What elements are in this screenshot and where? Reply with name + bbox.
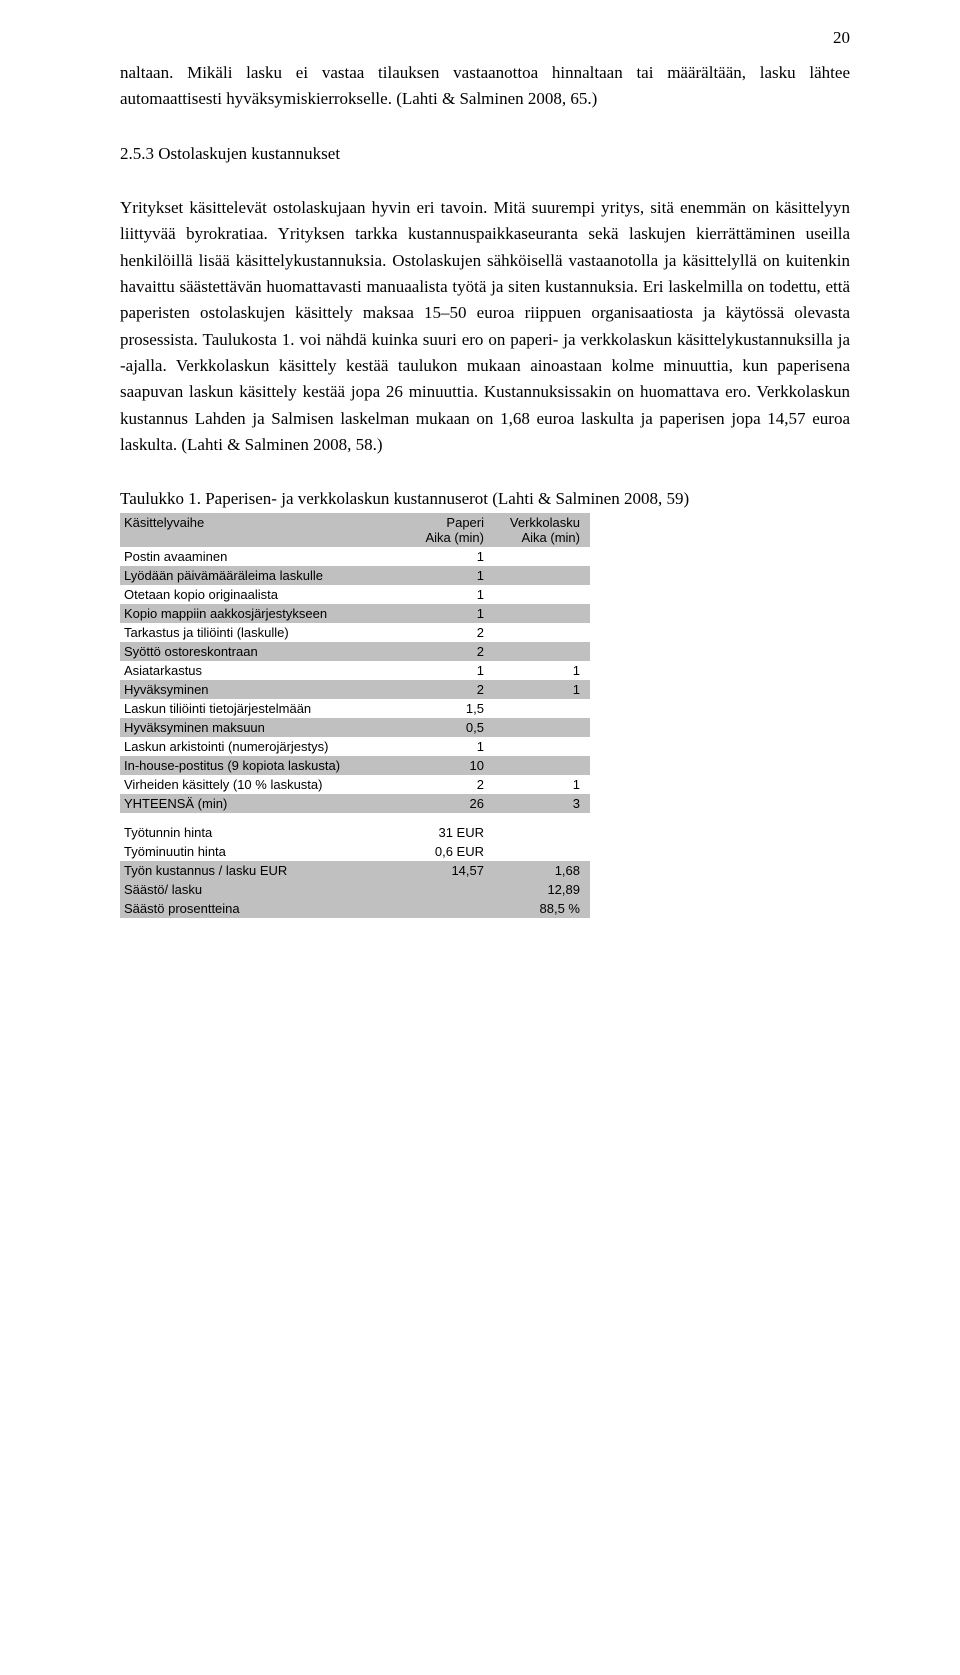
table-row: Työminuutin hinta0,6 EUR	[120, 842, 590, 861]
table-row: Säästö prosentteina 88,5 %	[120, 899, 590, 918]
table-row: Postin avaaminen1	[120, 547, 590, 566]
cell-einvoice	[490, 718, 590, 737]
cell-paper: 0,5	[380, 718, 490, 737]
cell-einvoice	[490, 756, 590, 775]
paragraph-main: Yritykset käsittelevät ostolaskujaan hyv…	[120, 195, 850, 458]
cell-einvoice	[490, 566, 590, 585]
table-row: Lyödään päivämääräleima laskulle1	[120, 566, 590, 585]
cost-table: Käsittelyvaihe Paperi Verkkolasku Aika (…	[120, 513, 590, 918]
header-stage: Käsittelyvaihe	[120, 513, 380, 530]
cell-label: Postin avaaminen	[120, 547, 380, 566]
header-paper-unit: Aika (min)	[380, 530, 490, 547]
cell-label: Työtunnin hinta	[120, 823, 380, 842]
cell-paper: 1	[380, 547, 490, 566]
cell-label: YHTEENSÄ (min)	[120, 794, 380, 813]
cell-paper: 1	[380, 566, 490, 585]
cell-label: Laskun tiliöinti tietojärjestelmään	[120, 699, 380, 718]
table-row: Asiatarkastus11	[120, 661, 590, 680]
table-header-row2: Aika (min) Aika (min)	[120, 530, 590, 547]
table-row: Työn kustannus / lasku EUR14,571,68	[120, 861, 590, 880]
cell-einvoice	[490, 623, 590, 642]
cell-paper: 26	[380, 794, 490, 813]
cell-einvoice: 3	[490, 794, 590, 813]
cell-label: Laskun arkistointi (numerojärjestys)	[120, 737, 380, 756]
cell-einvoice	[490, 585, 590, 604]
cell-paper: 2	[380, 623, 490, 642]
table-row: Syöttö ostoreskontraan2	[120, 642, 590, 661]
cell-paper: 2	[380, 680, 490, 699]
cell-label: Hyväksyminen maksuun	[120, 718, 380, 737]
cell-einvoice	[490, 737, 590, 756]
table-row: Tarkastus ja tiliöinti (laskulle)2	[120, 623, 590, 642]
cell-paper	[380, 899, 490, 918]
cell-label: Virheiden käsittely (10 % laskusta)	[120, 775, 380, 794]
cell-label: Kopio mappiin aakkosjärjestykseen	[120, 604, 380, 623]
cell-einvoice: 1	[490, 775, 590, 794]
cell-einvoice	[490, 842, 590, 861]
section-heading: 2.5.3 Ostolaskujen kustannukset	[120, 141, 850, 167]
cell-label: Säästö/ lasku	[120, 880, 380, 899]
cell-label: Työn kustannus / lasku EUR	[120, 861, 380, 880]
table-row: Laskun arkistointi (numerojärjestys)1	[120, 737, 590, 756]
page-number: 20	[833, 28, 850, 48]
cell-label: Asiatarkastus	[120, 661, 380, 680]
cell-label: Hyväksyminen	[120, 680, 380, 699]
cell-paper: 14,57	[380, 861, 490, 880]
cell-paper: 1,5	[380, 699, 490, 718]
header-blank	[120, 530, 380, 547]
header-einvoice: Verkkolasku	[490, 513, 590, 530]
header-einvoice-unit: Aika (min)	[490, 530, 590, 547]
table-spacer	[120, 813, 590, 823]
cell-einvoice	[490, 604, 590, 623]
cell-einvoice	[490, 823, 590, 842]
cell-einvoice: 1	[490, 661, 590, 680]
cell-paper: 0,6 EUR	[380, 842, 490, 861]
cell-label: Tarkastus ja tiliöinti (laskulle)	[120, 623, 380, 642]
table-row: Otetaan kopio originaalista1	[120, 585, 590, 604]
table-caption: Taulukko 1. Paperisen- ja verkkolaskun k…	[120, 486, 850, 512]
cell-paper: 1	[380, 585, 490, 604]
paragraph-intro: naltaan. Mikäli lasku ei vastaa tilaukse…	[120, 60, 850, 113]
cell-paper: 10	[380, 756, 490, 775]
cell-paper: 2	[380, 642, 490, 661]
header-paper: Paperi	[380, 513, 490, 530]
table-row: YHTEENSÄ (min)263	[120, 794, 590, 813]
cell-paper: 2	[380, 775, 490, 794]
table-row: Säästö/ lasku 12,89	[120, 880, 590, 899]
table-header-row: Käsittelyvaihe Paperi Verkkolasku	[120, 513, 590, 530]
cell-paper: 1	[380, 661, 490, 680]
cell-einvoice: 1	[490, 680, 590, 699]
cell-paper: 1	[380, 737, 490, 756]
cell-einvoice: 88,5 %	[490, 899, 590, 918]
table-row: Kopio mappiin aakkosjärjestykseen1	[120, 604, 590, 623]
cell-label: In-house-postitus (9 kopiota laskusta)	[120, 756, 380, 775]
cell-einvoice: 12,89	[490, 880, 590, 899]
cell-label: Lyödään päivämääräleima laskulle	[120, 566, 380, 585]
table-row: Laskun tiliöinti tietojärjestelmään1,5	[120, 699, 590, 718]
cell-paper: 1	[380, 604, 490, 623]
table-row: In-house-postitus (9 kopiota laskusta)10	[120, 756, 590, 775]
cell-label: Syöttö ostoreskontraan	[120, 642, 380, 661]
cell-paper: 31 EUR	[380, 823, 490, 842]
cell-einvoice: 1,68	[490, 861, 590, 880]
cell-label: Otetaan kopio originaalista	[120, 585, 380, 604]
cell-paper	[380, 880, 490, 899]
table-row: Työtunnin hinta31 EUR	[120, 823, 590, 842]
table-row: Hyväksyminen21	[120, 680, 590, 699]
table-row: Hyväksyminen maksuun0,5	[120, 718, 590, 737]
cell-einvoice	[490, 547, 590, 566]
cell-einvoice	[490, 642, 590, 661]
cell-einvoice	[490, 699, 590, 718]
cell-label: Työminuutin hinta	[120, 842, 380, 861]
body-text: naltaan. Mikäli lasku ei vastaa tilaukse…	[120, 60, 850, 513]
cell-label: Säästö prosentteina	[120, 899, 380, 918]
table-row: Virheiden käsittely (10 % laskusta)21	[120, 775, 590, 794]
